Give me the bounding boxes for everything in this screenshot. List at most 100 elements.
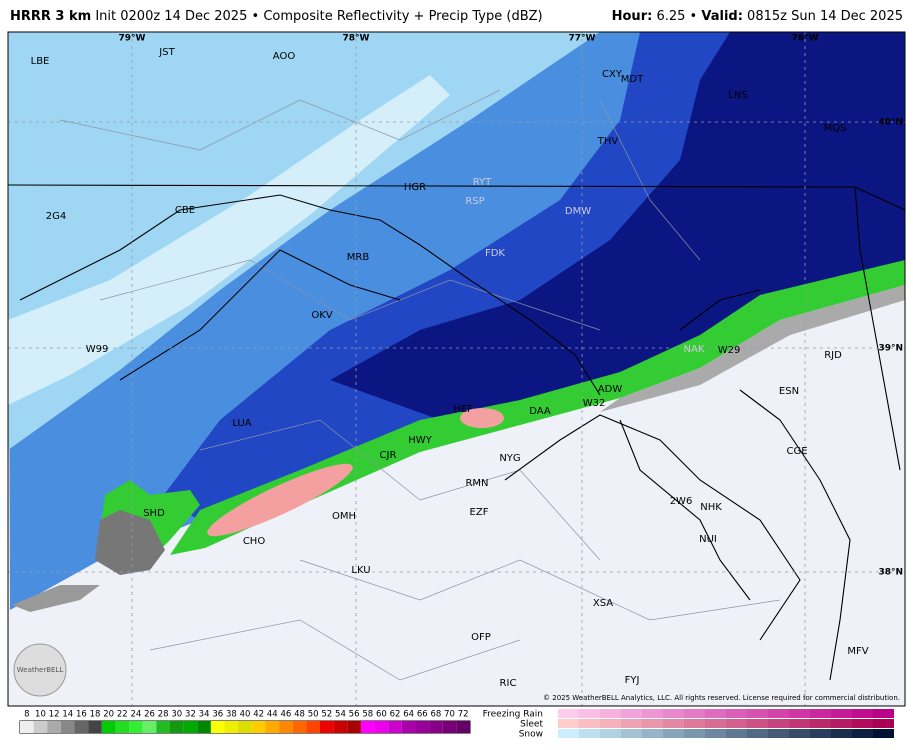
colorbar-cell: [456, 721, 470, 733]
colorbar-cell: [401, 721, 416, 733]
precip-type-cell: [621, 719, 642, 728]
precip-type-cell: [600, 729, 621, 738]
sleet-blob: [207, 463, 353, 537]
colorbar-tick-label: 26: [144, 710, 155, 720]
precip-type-cell: [831, 709, 852, 718]
map-frame: [7, 31, 906, 707]
lon-label: 76°W: [792, 34, 819, 44]
precip-type-cell: [789, 709, 810, 718]
station-label: NAK: [684, 344, 705, 355]
precip-type-cell: [873, 719, 894, 728]
precip-type-cell: [621, 729, 642, 738]
station-label: RJD: [824, 350, 842, 361]
colorbar-cell: [360, 721, 375, 733]
colorbar-tick-label: 34: [199, 710, 210, 720]
station-label: RMN: [465, 478, 488, 489]
station-label: FDK: [485, 248, 505, 259]
station-label: DAA: [529, 406, 551, 417]
colorbar-tick-label: 54: [335, 710, 346, 720]
station-label: LUA: [232, 418, 251, 429]
station-label: LBE: [31, 56, 50, 67]
lat-label: 39°N: [878, 344, 903, 354]
precip-type-cell: [558, 709, 579, 718]
colorbar-tick-label: 28: [158, 710, 169, 720]
colorbar-tick-label: 20: [103, 710, 114, 720]
header: HRRR 3 km Init 0200z 14 Dec 2025 • Compo…: [0, 0, 913, 32]
lon-label: 77°W: [569, 34, 596, 44]
precip-type-cell: [600, 719, 621, 728]
colorbar-cell: [197, 721, 211, 733]
init: Init 0200z 14 Dec 2025: [95, 9, 248, 24]
colorbar-cell: [238, 721, 252, 733]
station-label: 2W6: [670, 496, 693, 507]
colorbar-cell: [129, 721, 143, 733]
station-label: MFV: [847, 646, 868, 657]
precip-type-cell: [705, 729, 726, 738]
shd-gray: [95, 510, 165, 575]
lat-label: 40°N: [878, 118, 903, 128]
precip-type-cell: [747, 729, 768, 738]
colorbar-cell: [306, 721, 320, 733]
station-label: THV: [597, 136, 619, 147]
lon-label: 79°W: [119, 34, 146, 44]
precip-type-cell: [852, 729, 873, 738]
sep: •: [689, 9, 698, 24]
station-label: ADW: [598, 384, 623, 395]
colorbar-cell: [20, 721, 34, 733]
colorbar-tick-label: 40: [240, 710, 251, 720]
station-label: MDT: [621, 74, 644, 85]
colorbar-tick-label: 16: [76, 710, 87, 720]
colorbar-tick-label: 64: [403, 710, 414, 720]
precip-type-cell: [726, 729, 747, 738]
station-label: EZF: [470, 507, 489, 518]
hour-label: Hour:: [611, 9, 653, 24]
colorbar-tick-label: 68: [430, 710, 441, 720]
precip-type-cell: [768, 709, 789, 718]
colorbar-tick-label: 62: [390, 710, 401, 720]
precip-type-cell: [558, 729, 579, 738]
colorbar-cell: [115, 721, 130, 733]
colorbar-cell: [74, 721, 89, 733]
hour: 6.25: [656, 9, 686, 24]
station-label: MRB: [347, 252, 370, 263]
colorbar-cell: [101, 721, 116, 733]
colorbar-cell: [415, 721, 430, 733]
station-label: AOO: [273, 51, 296, 62]
colorbar-tick-label: 30: [171, 710, 182, 720]
precip-type-cell: [831, 719, 852, 728]
station-label: XSA: [593, 598, 613, 609]
light-streak: [8, 75, 450, 405]
precip-type-cell: [600, 709, 621, 718]
station-label: LKU: [351, 565, 370, 576]
colorbar-cell: [142, 721, 157, 733]
precip-type-cell: [579, 719, 600, 728]
station-label: W29: [718, 345, 741, 356]
station-label: OMH: [332, 511, 356, 522]
precip-type-cell: [789, 719, 810, 728]
colorbar-tick-label: 46: [280, 710, 291, 720]
station-label: NYG: [499, 453, 520, 464]
station-label: W32: [583, 398, 606, 409]
station-label: HWY: [408, 435, 432, 446]
precip-type-cell: [642, 729, 663, 738]
colorbar-tick-label: 22: [117, 710, 128, 720]
colorbar-tick-label: 12: [49, 710, 60, 720]
colorbar-cell: [88, 721, 102, 733]
precip-type-cell: [684, 709, 705, 718]
copyright: © 2025 WeatherBELL Analytics, LLC. All r…: [543, 694, 900, 702]
precip-type-cell: [705, 719, 726, 728]
precip-type-cell: [852, 709, 873, 718]
title-left: HRRR 3 km Init 0200z 14 Dec 2025 • Compo…: [10, 9, 543, 24]
colorbar-cell: [156, 721, 170, 733]
station-label: DMW: [565, 206, 591, 217]
station-label: CXY: [602, 69, 623, 80]
precip-type-cell: [726, 719, 747, 728]
precip-type-cell: [684, 729, 705, 738]
colorbar-cell: [265, 721, 280, 733]
gray-edge: [600, 285, 905, 412]
colorbar-cell: [442, 721, 457, 733]
precip-type-cell: [642, 719, 663, 728]
precip-type-label: Snow: [519, 730, 543, 740]
colorbar-cell: [170, 721, 184, 733]
